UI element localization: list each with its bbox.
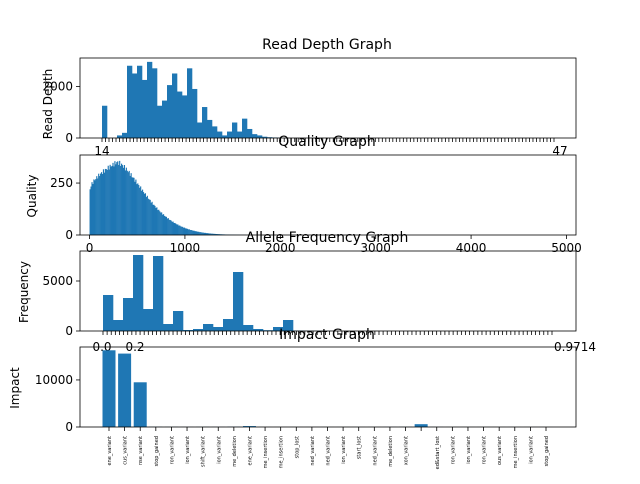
bar [233, 272, 243, 331]
x-tick-label: me_deletion [388, 436, 394, 467]
allele-frequency-bars [103, 255, 333, 331]
x-tick-label: start_lost [357, 436, 363, 459]
x-tick-label: ene_variant [247, 436, 253, 466]
bar [177, 92, 182, 138]
x-tick-label: ene_variant [107, 436, 113, 466]
bar [113, 320, 123, 331]
read-depth-bars [102, 62, 287, 138]
x-tick-label: me_insertion [263, 436, 269, 468]
y-tick-label: 0 [65, 324, 73, 338]
bar [207, 120, 212, 138]
bar [132, 73, 137, 138]
bar [415, 424, 428, 427]
bar [103, 295, 113, 331]
bar [134, 382, 147, 427]
impact-ylabel: Impact [8, 367, 22, 409]
x-tick-label: me_insertion [279, 436, 285, 468]
bar [147, 62, 152, 138]
bar [163, 324, 173, 331]
x-tick-label: nse_variant [138, 436, 144, 465]
bar [197, 123, 202, 138]
y-tick-label: 0 [65, 420, 73, 434]
bar [203, 324, 213, 331]
x-tick-label: shift_variant [201, 436, 207, 467]
bar [157, 106, 162, 138]
x-tick-label: stop_gained [544, 436, 550, 466]
quality-bars [90, 161, 247, 235]
y-tick-label: 2000 [42, 79, 73, 93]
x-tick-label: 0 [86, 241, 94, 255]
bar [182, 95, 187, 138]
x-tick-label: 5000 [551, 241, 582, 255]
x-tick-label: 1000 [170, 241, 201, 255]
y-tick-label: 0 [65, 131, 73, 145]
bar [103, 350, 116, 427]
bar [242, 119, 247, 138]
bar [243, 325, 253, 331]
bar [212, 126, 217, 138]
bar [167, 85, 172, 138]
bar [133, 255, 143, 331]
x-tick-label: me_insertion [513, 436, 519, 468]
x-tick-label: stop_lost [294, 436, 300, 458]
x-tick-label: ned_variant [310, 436, 316, 466]
x-tick-label: ed&start_lost [435, 436, 441, 469]
bar [142, 80, 147, 138]
bar [172, 73, 177, 138]
bar [213, 327, 223, 331]
x-tick-label: ion_variant [185, 436, 191, 464]
x-tick-label: me_deletion [232, 436, 238, 467]
bar [127, 66, 132, 138]
x-tick-label: ned_variant [326, 436, 332, 466]
impact-axes-frame [80, 347, 576, 427]
bar [252, 134, 257, 138]
bar [202, 107, 207, 138]
bar [237, 132, 242, 138]
y-tick-label: 250 [50, 176, 73, 190]
x-tick-label: stop_gained [154, 436, 160, 466]
bar [227, 132, 232, 138]
impact-bars [103, 350, 553, 427]
allele-frequency-title: Allele Frequency Graph [246, 230, 409, 246]
x-tick-label: ron_variant [482, 436, 488, 464]
x-tick-label: ion_variant [528, 436, 534, 464]
x-tick-label: ned_variant [372, 436, 378, 466]
allele-frequency-ylabel: Frequency [17, 261, 31, 323]
x-tick-label: xon_variant [404, 436, 410, 465]
y-tick-label: 10000 [35, 373, 73, 387]
quality-title: Quality Graph [278, 134, 375, 150]
x-tick-label: ion_variant [466, 436, 472, 464]
bar [223, 319, 233, 331]
x-tick-label: ron_variant [169, 436, 175, 464]
impact-title: Impact Graph [279, 327, 375, 343]
x-tick-label: ion_variant [216, 436, 222, 464]
bar [123, 298, 133, 331]
x-tick-label: 4000 [456, 241, 487, 255]
x-tick-label: 14 [94, 144, 109, 158]
y-tick-label: 5000 [42, 274, 73, 288]
x-tick-label: ous_variant [497, 436, 503, 465]
quality-ylabel: Quality [25, 175, 39, 218]
bar [102, 106, 107, 138]
bar [137, 66, 142, 138]
x-tick-label: ron_variant [450, 436, 456, 464]
x-tick-label: ion_variant [341, 436, 347, 464]
bar [173, 311, 183, 331]
bar [162, 101, 167, 138]
bar [247, 129, 252, 138]
x-tick-label: 47 [552, 144, 567, 158]
bar [192, 89, 197, 138]
bar [122, 133, 127, 138]
bar [118, 354, 131, 427]
bar [143, 309, 153, 331]
read-depth-title: Read Depth Graph [262, 37, 392, 53]
bar [217, 132, 222, 138]
bar [152, 68, 157, 138]
x-tick-label: cus_variant [123, 436, 129, 465]
y-tick-label: 0 [65, 228, 73, 242]
bar [232, 123, 237, 138]
bar [153, 256, 163, 331]
bar [187, 68, 192, 138]
